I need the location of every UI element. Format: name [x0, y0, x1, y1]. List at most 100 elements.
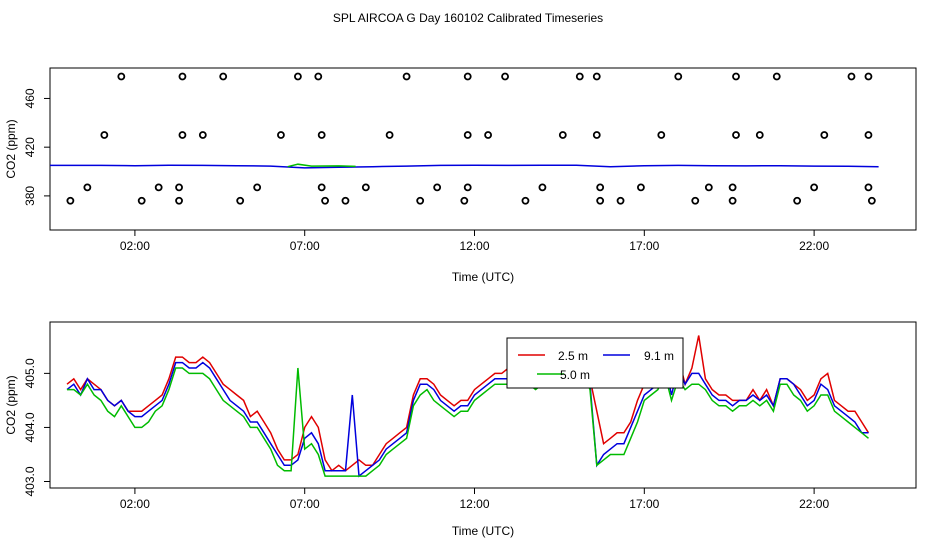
- bottom-x-axis-label: Time (UTC): [452, 524, 514, 538]
- data-point: [294, 72, 302, 81]
- x-tick-label: 02:00: [120, 239, 150, 253]
- x-tick-label: 22:00: [799, 239, 829, 253]
- data-point: [117, 72, 126, 81]
- top-y-axis: 380 420 460: [23, 88, 50, 206]
- legend-label-9-1: 9.1 m: [644, 349, 674, 363]
- legend: 2.5 m 9.1 m 5.0 m: [506, 337, 684, 389]
- data-point: [772, 72, 781, 81]
- x-tick-label: 02:00: [120, 497, 150, 511]
- bottom-panel: 02:00 07:00 12:00 17:00 22:00 403.0 404.0 405.…: [4, 321, 917, 538]
- data-point: [100, 131, 109, 139]
- top-plot-frame: [49, 67, 917, 231]
- data-point: [592, 72, 601, 81]
- x-tick-label: 17:00: [629, 497, 659, 511]
- data-point: [253, 183, 262, 192]
- data-point: [175, 196, 183, 205]
- data-point: [66, 196, 75, 205]
- data-point: [341, 196, 350, 205]
- data-point: [178, 72, 187, 81]
- series-line: [67, 367, 869, 477]
- data-point: [463, 131, 472, 139]
- x-tick-label: 12:00: [459, 497, 489, 511]
- legend-label-2-5: 2.5 m: [558, 349, 588, 363]
- data-point: [864, 72, 873, 81]
- data-point: [154, 183, 163, 192]
- data-point: [385, 131, 394, 139]
- data-point: [198, 131, 207, 139]
- data-point: [847, 72, 856, 81]
- y-tick-label: 404.0: [23, 412, 37, 442]
- x-tick-label: 12:00: [459, 239, 489, 253]
- data-point: [484, 131, 492, 139]
- data-point: [704, 183, 713, 192]
- data-point: [137, 196, 146, 205]
- data-point: [317, 183, 326, 192]
- data-point: [596, 183, 605, 192]
- top-panel: 02:00 07:00 12:00 17:00 22:00 380 420 460 Time…: [4, 67, 917, 284]
- x-tick-label: 07:00: [290, 239, 320, 253]
- data-point: [463, 183, 472, 192]
- top-plot-marks: [50, 72, 879, 205]
- data-point: [219, 72, 228, 81]
- data-point: [657, 131, 666, 139]
- data-point: [416, 196, 425, 205]
- bottom-plot-frame: [49, 321, 917, 489]
- top-x-axis: 02:00 07:00 12:00 17:00 22:00: [120, 230, 829, 253]
- data-point: [558, 131, 567, 139]
- x-tick-label: 17:00: [629, 239, 659, 253]
- bottom-y-axis-label: CO2 (ppm): [4, 375, 18, 434]
- data-point: [728, 183, 737, 192]
- bottom-x-axis: 02:00 07:00 12:00 17:00 22:00: [120, 488, 829, 511]
- bottom-y-axis: 403.0 404.0 405.0: [23, 358, 50, 497]
- data-point: [674, 72, 683, 81]
- data-point: [317, 131, 326, 139]
- top-y-axis-label: CO2 (ppm): [4, 119, 18, 178]
- data-point: [521, 196, 530, 205]
- data-point: [538, 183, 547, 192]
- chart-title: SPL AIRCOA G Day 160102 Calibrated Times…: [333, 11, 603, 25]
- y-tick-label: 405.0: [23, 358, 37, 388]
- data-point: [616, 196, 625, 205]
- x-tick-label: 22:00: [799, 497, 829, 511]
- legend-label-5-0: 5.0 m: [560, 368, 590, 382]
- data-point: [732, 131, 740, 139]
- data-point: [501, 72, 509, 81]
- data-point: [321, 196, 329, 205]
- y-tick-label: 380: [23, 186, 37, 206]
- bottom-plot-marks: [66, 335, 870, 478]
- data-point: [575, 72, 584, 81]
- data-point: [236, 196, 245, 205]
- data-point: [867, 196, 876, 205]
- legend-box: [506, 337, 684, 389]
- y-tick-label: 420: [23, 137, 37, 157]
- series-line: [287, 163, 356, 168]
- data-point: [314, 72, 323, 81]
- data-point: [728, 196, 737, 205]
- data-point: [460, 196, 469, 205]
- x-tick-label: 07:00: [290, 497, 320, 511]
- series-line: [66, 359, 869, 478]
- data-point: [463, 72, 472, 81]
- data-point: [864, 131, 873, 139]
- data-point: [793, 196, 802, 205]
- data-point: [864, 183, 873, 192]
- data-point: [810, 183, 819, 192]
- series-line: [66, 335, 870, 472]
- y-tick-label: 403.0: [23, 466, 37, 496]
- y-tick-label: 460: [23, 88, 37, 108]
- series-line: [50, 164, 879, 169]
- data-point: [820, 131, 829, 139]
- data-point: [277, 131, 285, 139]
- data-point: [402, 72, 411, 81]
- top-x-axis-label: Time (UTC): [452, 270, 514, 284]
- data-point: [433, 183, 442, 192]
- data-point: [178, 131, 187, 139]
- data-point: [361, 183, 370, 192]
- data-point: [175, 183, 183, 192]
- data-point: [592, 131, 601, 139]
- data-point: [637, 183, 645, 192]
- data-point: [83, 183, 92, 192]
- data-point: [691, 196, 700, 205]
- data-point: [596, 196, 605, 205]
